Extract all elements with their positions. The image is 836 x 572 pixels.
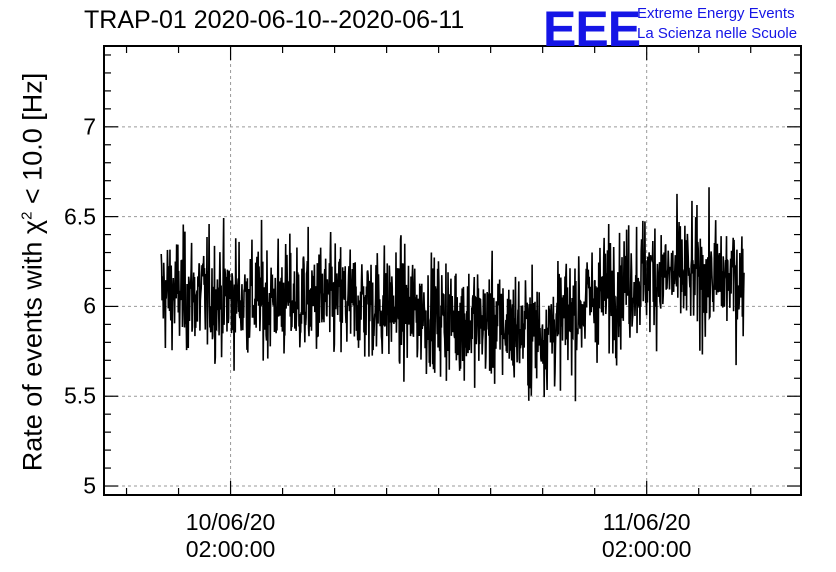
y-tick-label: 6.5 bbox=[64, 203, 96, 230]
tick-marks bbox=[104, 46, 801, 495]
org-line-2: La Scienza nelle Scuole bbox=[637, 25, 798, 42]
x-tick-date: 11/06/20 bbox=[602, 509, 691, 535]
ylabel-exp: 2 bbox=[18, 211, 36, 220]
y-tick-label: 7 bbox=[83, 113, 96, 140]
chart-title: TRAP-01 2020-06-10--2020-06-11 bbox=[84, 6, 465, 34]
ylabel-prefix: Rate of events with bbox=[17, 234, 48, 472]
x-tick-date: 10/06/20 bbox=[185, 509, 276, 535]
org-name: Extreme Energy Events La Scienza nelle S… bbox=[637, 4, 797, 44]
x-tick-label: 10/06/20 02:00:00 bbox=[186, 509, 276, 563]
x-tick-time: 02:00:00 bbox=[601, 536, 692, 562]
series-layer bbox=[160, 187, 745, 402]
ylabel-suffix: < 10.0 [Hz] bbox=[17, 72, 48, 212]
y-tick-label: 6 bbox=[83, 292, 96, 319]
x-tick-time: 02:00:00 bbox=[185, 536, 276, 562]
x-tick-label: 11/06/20 02:00:00 bbox=[602, 509, 692, 563]
y-tick-label: 5 bbox=[83, 472, 96, 499]
rate-series-line bbox=[160, 187, 745, 402]
y-tick-label: 5.5 bbox=[64, 382, 96, 409]
org-line-1: Extreme Energy Events bbox=[637, 5, 795, 22]
eee-logo: EEE bbox=[543, 1, 641, 57]
